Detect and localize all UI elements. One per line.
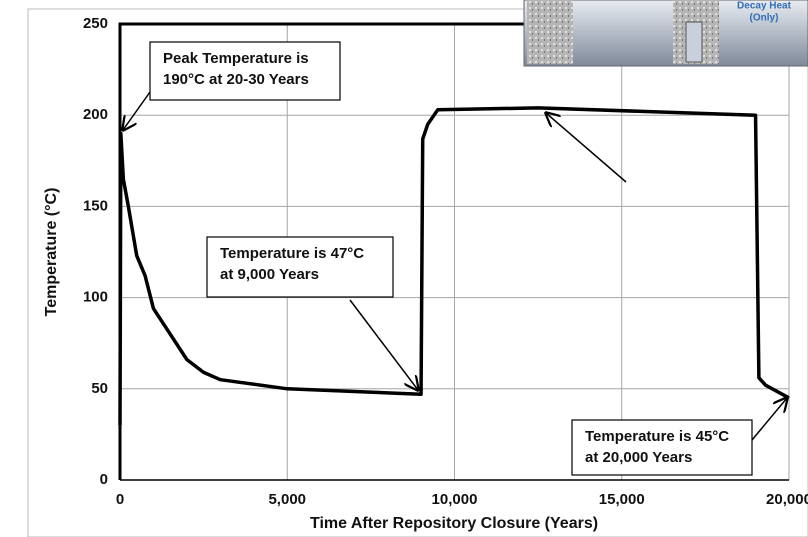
annotation-text: 190°C at 20-30 Years bbox=[163, 71, 309, 88]
annotation-arrow bbox=[752, 398, 787, 440]
annotation-text: at 20,000 Years bbox=[585, 449, 692, 466]
inset-label: (Only) bbox=[750, 13, 779, 24]
annotation-text: Temperature is 45°C bbox=[585, 428, 729, 445]
annotation-text: Temperature is 47°C bbox=[220, 245, 364, 262]
annotation-text: Peak Temperature is bbox=[163, 50, 309, 67]
y-tick-label: 0 bbox=[100, 471, 108, 488]
y-tick-label: 100 bbox=[83, 289, 108, 306]
x-tick-label: 15,000 bbox=[599, 491, 645, 508]
y-axis-label: Temperature (°C) bbox=[43, 188, 60, 317]
x-axis-label: Time After Repository Closure (Years) bbox=[310, 515, 598, 532]
annotation-text: at 9,000 Years bbox=[220, 266, 319, 283]
x-tick-label: 20,000 bbox=[766, 491, 808, 508]
x-tick-label: 5,000 bbox=[268, 491, 306, 508]
y-tick-label: 150 bbox=[83, 197, 108, 214]
x-tick-label: 0 bbox=[116, 491, 124, 508]
annotation-arrow bbox=[123, 92, 150, 130]
x-tick-label: 10,000 bbox=[432, 491, 478, 508]
annotation-arrow bbox=[350, 300, 418, 390]
annotation-arrow bbox=[546, 113, 626, 182]
inset-image: Decay Heat (Only) bbox=[524, 0, 808, 66]
y-tick-label: 250 bbox=[83, 15, 108, 32]
chart: 0 50 100 150 200 250 0 5,000 10,000 15,000 20,000 P… bbox=[0, 0, 808, 537]
y-tick-label: 50 bbox=[91, 380, 108, 397]
y-tick-label: 200 bbox=[83, 106, 108, 123]
inset-label: Decay Heat bbox=[737, 1, 792, 12]
